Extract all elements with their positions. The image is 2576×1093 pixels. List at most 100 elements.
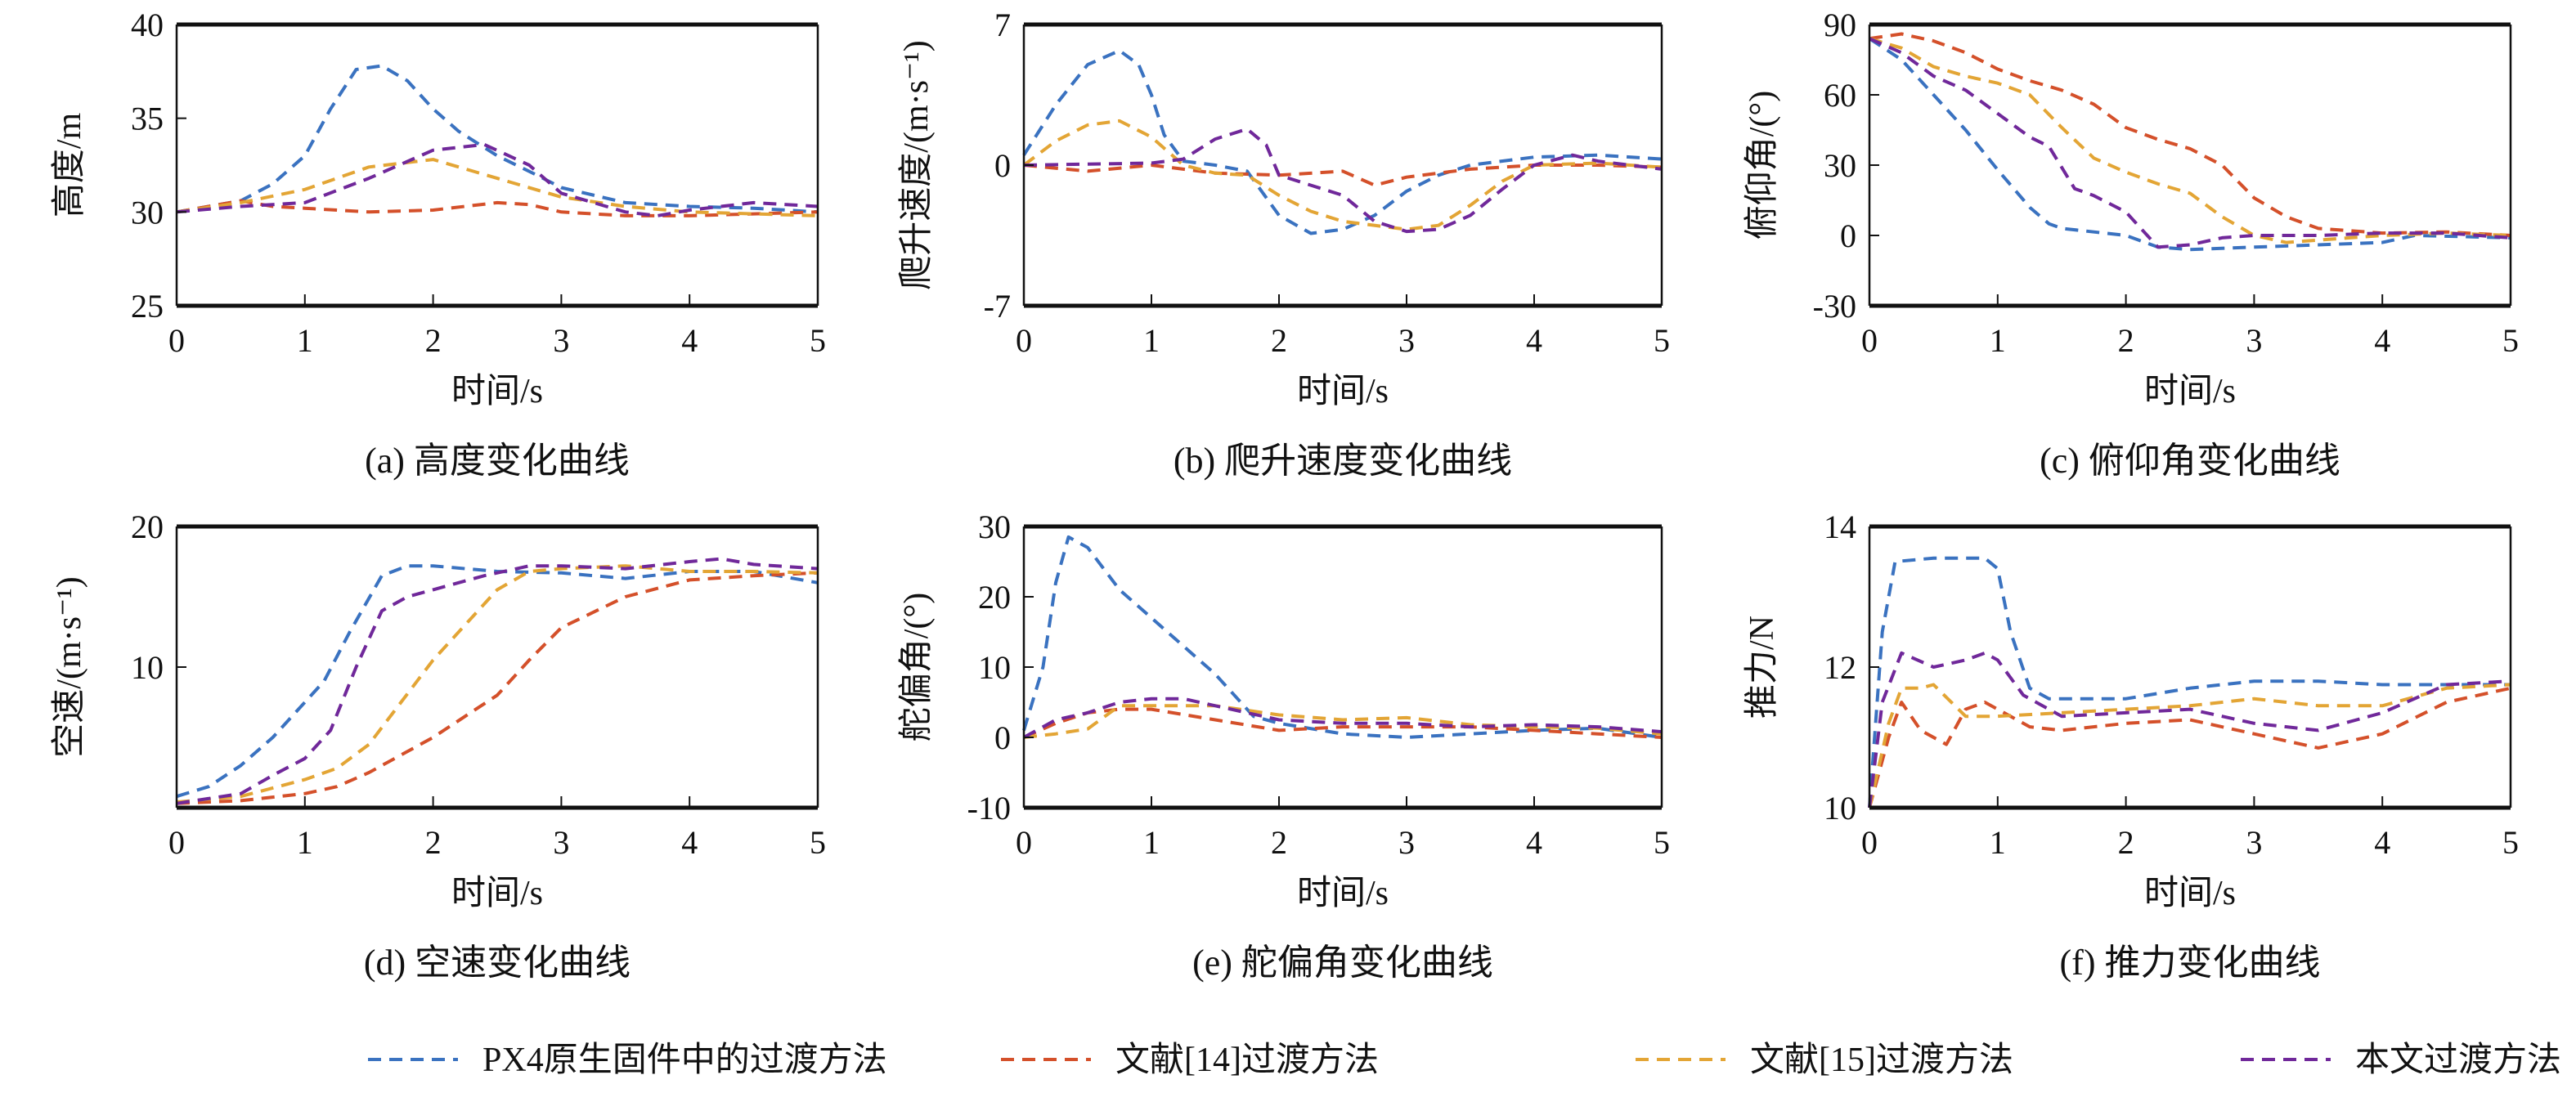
series-line-ref15 [176, 158, 819, 217]
y-axis-label: 舵偏角/(°) [898, 593, 936, 741]
y-tick-label: 20 [131, 508, 164, 545]
x-axis-label: 时间/s [2144, 875, 2236, 912]
x-tick-label: 3 [553, 322, 569, 359]
x-tick-label: 2 [2118, 824, 2134, 861]
subplot-caption: (f) 推力变化曲线 [2060, 943, 2321, 983]
series-line-ref15 [1023, 704, 1663, 739]
series-line-px4 [1868, 556, 2511, 809]
y-tick-label: 0 [994, 719, 1011, 756]
x-tick-label: 5 [2502, 322, 2519, 359]
y-tick-label: 30 [1824, 147, 1856, 184]
series-line-ours [176, 142, 819, 217]
series-line-px4 [1022, 48, 1663, 235]
x-tick-label: 2 [2118, 322, 2134, 359]
y-tick-label: 20 [978, 579, 1011, 616]
y-tick-label: -7 [984, 288, 1011, 325]
series-line-ours [1023, 697, 1663, 739]
series-line-ref15 [1022, 119, 1663, 231]
x-tick-label: 2 [1271, 824, 1287, 861]
legend-item-ref14: 文献[14]过渡方法 [1001, 1041, 1379, 1079]
legend-item-px4: PX4原生固件中的过渡方法 [368, 1041, 887, 1079]
legend: PX4原生固件中的过渡方法 文献[14]过渡方法 文献[15]过渡方法 本文过渡方法 [368, 1041, 2561, 1079]
y-tick-label: 40 [131, 7, 164, 43]
series-line-ref14 [1868, 686, 2511, 809]
series-line-ours [1023, 127, 1663, 234]
x-tick-label: 3 [1398, 322, 1415, 359]
x-tick-label: 1 [297, 824, 313, 861]
x-axis-label: 时间/s [1297, 373, 1389, 410]
y-tick-label: 25 [131, 288, 164, 325]
x-axis-label: 时间/s [1297, 875, 1389, 912]
subplot-caption: (a) 高度变化曲线 [365, 441, 630, 481]
x-tick-label: 1 [1990, 824, 2006, 861]
x-tick-label: 4 [1526, 322, 1542, 359]
y-tick-label: 10 [131, 649, 164, 686]
x-axis-label: 时间/s [2144, 373, 2236, 410]
y-tick-label: 14 [1824, 508, 1856, 545]
y-tick-label: 30 [978, 508, 1011, 545]
legend-label: PX4原生固件中的过渡方法 [482, 1041, 887, 1079]
y-tick-label: 0 [1840, 217, 1856, 254]
y-tick-label: 12 [1824, 649, 1856, 686]
legend-label: 本文过渡方法 [2355, 1041, 2561, 1079]
series-line-ours [176, 557, 819, 805]
series-line-ref15 [1869, 37, 2511, 244]
x-tick-label: 0 [1861, 824, 1878, 861]
x-tick-label: 0 [168, 824, 185, 861]
x-tick-label: 2 [425, 322, 442, 359]
series-line-ref14 [1023, 164, 1663, 187]
x-tick-label: 3 [2246, 824, 2262, 861]
series-line-ref14 [1869, 32, 2511, 237]
x-tick-label: 4 [2374, 322, 2390, 359]
x-tick-label: 3 [2246, 322, 2262, 359]
x-axis-label: 时间/s [451, 875, 543, 912]
series-line-px4 [176, 564, 819, 799]
x-tick-label: 5 [810, 322, 826, 359]
x-tick-label: 5 [810, 824, 826, 861]
x-tick-label: 1 [1143, 824, 1160, 861]
subplot-d: 0 1 2 3 4 5 10 20 时间/s 空速/(m·s⁻¹) (d) 空速变化曲线 [50, 508, 826, 983]
x-tick-label: 2 [425, 824, 442, 861]
y-tick-label: 35 [131, 101, 164, 137]
x-tick-label: 4 [681, 824, 698, 861]
y-tick-label: 90 [1824, 7, 1856, 43]
y-axis-label: 高度/m [51, 113, 88, 218]
x-tick-label: 1 [297, 322, 313, 359]
y-axis-label: 空速/(m·s⁻¹) [50, 576, 88, 757]
x-tick-label: 4 [1526, 824, 1542, 861]
series-line-ref15 [1868, 683, 2511, 809]
y-tick-label: -10 [967, 790, 1011, 826]
series-line-ref15 [176, 564, 819, 804]
x-tick-label: 3 [1398, 824, 1415, 861]
legend-item-ours: 本文过渡方法 [2241, 1041, 2561, 1079]
legend-label: 文献[14]过渡方法 [1115, 1041, 1379, 1079]
y-tick-label: 0 [994, 147, 1011, 184]
x-tick-label: 0 [1861, 322, 1878, 359]
x-tick-label: 1 [1990, 322, 2006, 359]
y-axis-label: 推力/N [1744, 616, 1781, 719]
subplot-caption: (b) 爬升速度变化曲线 [1174, 441, 1512, 481]
subplot-caption: (c) 俯仰角变化曲线 [2040, 441, 2340, 481]
x-tick-label: 5 [1654, 824, 1670, 861]
y-axis-label: 爬升速度/(m·s⁻¹) [898, 40, 936, 289]
x-tick-label: 0 [1016, 322, 1032, 359]
x-tick-label: 5 [2502, 824, 2519, 861]
x-tick-label: 4 [2374, 824, 2390, 861]
y-tick-label: 10 [978, 649, 1011, 686]
series-line-px4 [1022, 535, 1663, 739]
x-tick-label: 3 [553, 824, 569, 861]
x-tick-label: 1 [1143, 322, 1160, 359]
series-line-ref14 [176, 571, 819, 805]
x-tick-label: 0 [1016, 824, 1032, 861]
series-line-ours [1868, 651, 2511, 809]
series-line-px4 [1868, 37, 2511, 252]
series-line-px4 [176, 64, 819, 214]
series-line-ours [1869, 37, 2511, 249]
y-tick-label: 30 [131, 194, 164, 231]
subplot-a: 0 1 2 3 4 5 25 30 35 40 时间/s 高度/m (a) 高度变化曲线 [51, 7, 826, 481]
